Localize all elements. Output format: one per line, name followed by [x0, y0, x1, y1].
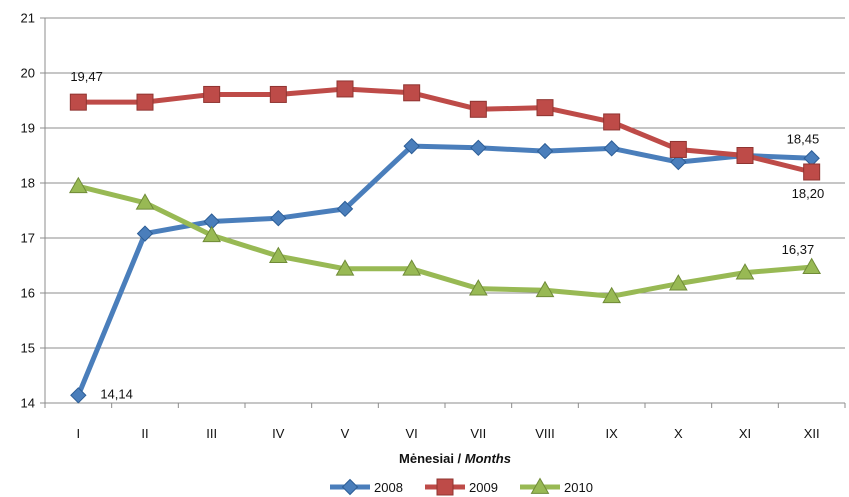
data-point-2008 [536, 142, 554, 160]
y-tick-label: 15 [21, 341, 35, 356]
legend-label: 2009 [469, 480, 498, 495]
series-line-2009 [75, 86, 815, 175]
legend-marker [530, 477, 550, 494]
data-point-2008 [70, 387, 87, 404]
data-point-2008 [470, 139, 487, 157]
data-point-2010 [135, 193, 155, 210]
legend-marker [341, 478, 359, 496]
gridlines [45, 17, 845, 404]
data-labels: 14,14 18,45 19,47 18,20 16,37 [70, 69, 824, 401]
y-tick-label: 17 [21, 231, 35, 246]
x-tick-label: III [206, 426, 217, 441]
data-point-2010 [535, 280, 555, 298]
x-tick-label: VII [470, 426, 486, 441]
x-tick-label: X [674, 426, 683, 441]
data-point-2008 [670, 153, 687, 171]
data-point-2009 [136, 93, 154, 111]
data-point-2009 [69, 93, 87, 111]
y-tick-label: 18 [21, 176, 35, 191]
data-point-2010 [668, 274, 688, 291]
legend-item-2010: 2010 [520, 477, 593, 495]
y-tick-label: 14 [21, 396, 35, 411]
data-point-2009 [269, 85, 287, 103]
data-point-2009 [736, 147, 754, 164]
x-axis-title-main: Mėnesiai / [399, 451, 465, 466]
series-line-2010 [75, 183, 815, 299]
data-point-2008 [603, 140, 620, 157]
data-point-2010 [268, 246, 288, 264]
data-point-2008 [403, 137, 420, 155]
data-point-2010 [202, 225, 222, 243]
x-tick-label: IV [272, 426, 285, 441]
x-axis-title: Mėnesiai / Months [399, 451, 511, 466]
data-label: 16,37 [782, 242, 815, 257]
x-tick-label: II [141, 426, 148, 441]
y-tick-label: 21 [21, 11, 35, 26]
x-tick-label: I [77, 426, 81, 441]
data-point-2010 [802, 257, 822, 275]
data-point-2010 [335, 259, 355, 276]
data-point-2008 [336, 200, 354, 218]
x-tick-label: VIII [535, 426, 555, 441]
data-point-2009 [403, 84, 421, 102]
data-point-2009 [603, 113, 621, 131]
data-point-2009 [536, 99, 554, 117]
data-point-2008 [270, 209, 287, 227]
x-tick-label: V [341, 426, 350, 441]
data-point-2009 [669, 140, 687, 158]
y-tick-label: 16 [21, 286, 35, 301]
legend-item-2009: 2009 [425, 478, 498, 496]
legend: 2008 2009 2010 [330, 477, 593, 496]
legend-label: 2010 [564, 480, 593, 495]
data-label: 19,47 [70, 69, 103, 84]
x-tick-label: VI [406, 426, 418, 441]
data-point-2010 [68, 176, 88, 194]
data-label: 18,45 [787, 131, 820, 146]
legend-label: 2008 [374, 480, 403, 495]
x-tick-label: IX [606, 426, 619, 441]
data-point-2008 [136, 225, 154, 242]
y-tick-label: 19 [21, 121, 35, 136]
data-point-2010 [468, 279, 488, 296]
data-point-2010 [735, 263, 755, 280]
data-label: 14,14 [100, 386, 133, 401]
data-point-2010 [402, 259, 422, 276]
x-tick-label: XII [804, 426, 820, 441]
legend-item-2008: 2008 [330, 478, 403, 496]
x-axis-title-italic: Months [465, 451, 511, 466]
data-point-2009 [469, 100, 487, 118]
data-point-2009 [336, 80, 354, 98]
legend-marker [436, 478, 454, 496]
series-line-2008 [75, 143, 815, 398]
data-label: 18,20 [792, 186, 825, 201]
data-point-2009 [203, 85, 221, 103]
data-point-2010 [602, 286, 622, 304]
x-tick-label: XI [739, 426, 751, 441]
series-layer [68, 80, 822, 404]
y-tick-label: 20 [21, 66, 35, 81]
data-point-2009 [803, 163, 821, 181]
